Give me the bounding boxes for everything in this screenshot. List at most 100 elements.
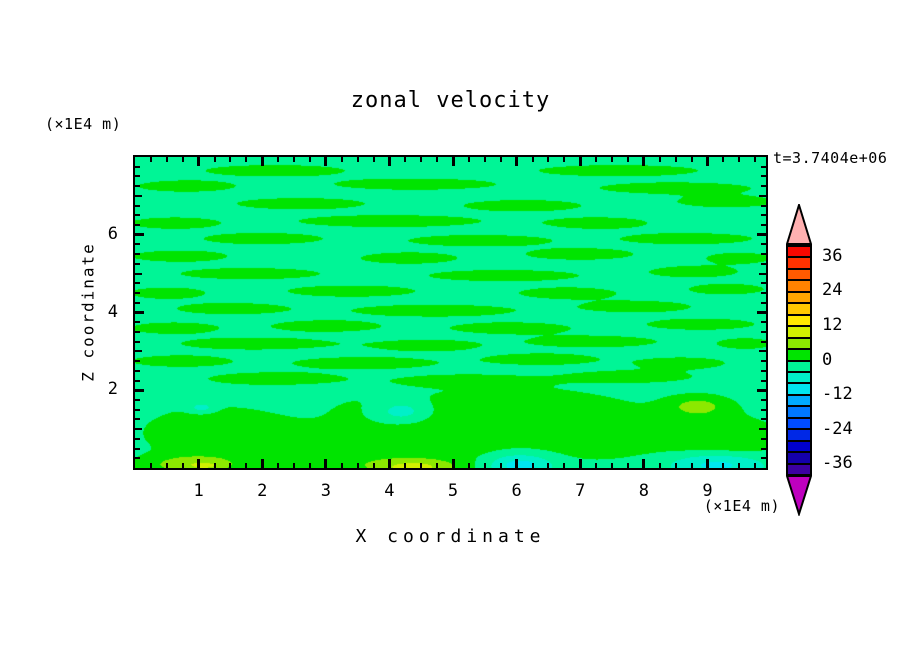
x-axis-minor-tick [149,157,152,162]
x-axis-minor-tick [181,463,184,468]
x-axis-minor-tick [340,157,343,162]
z-axis-minor-tick [135,408,140,411]
x-axis-minor-tick [674,157,677,162]
x-axis-major-tick [387,157,391,166]
x-axis-minor-tick [547,463,550,468]
x-tick-label: 3 [320,481,331,501]
x-axis-major-tick [705,157,709,166]
x-axis-minor-tick [213,157,216,162]
colorbar-segment [788,336,810,349]
z-axis-minor-tick [761,437,766,440]
x-axis-minor-tick [467,463,470,468]
z-tick-label: 4 [107,301,118,322]
x-axis-minor-tick [722,463,725,468]
x-axis-minor-tick [531,463,534,468]
z-axis-major-tick [135,311,144,314]
x-axis-minor-tick [499,463,502,468]
colorbar-segment [788,313,810,326]
z-axis-minor-tick [761,224,766,227]
x-axis-minor-tick [754,463,757,468]
z-axis-minor-tick [761,282,766,285]
z-axis-minor-tick [761,204,766,207]
z-axis-medium-tick [759,194,766,197]
x-axis-minor-tick [436,463,439,468]
x-axis-major-tick [705,459,709,468]
x-axis-minor-tick [277,463,280,468]
x-axis-major-tick [324,157,328,166]
x-axis-minor-tick [245,463,248,468]
x-axis-major-tick [578,459,582,468]
z-axis-minor-tick [135,457,140,460]
z-axis-minor-tick [761,379,766,382]
x-axis-major-tick [515,157,519,166]
x-axis-minor-tick [372,463,375,468]
z-axis-major-tick [135,388,144,392]
z-axis-minor-tick [761,321,766,324]
z-axis-minor-tick [761,408,766,411]
x-axis-minor-tick [563,157,566,162]
colorbar-segment [788,405,810,417]
z-axis-medium-tick [759,350,766,353]
x-axis-minor-tick [658,157,661,162]
x-axis-minor-tick [420,157,423,162]
colorbar-segment [788,370,810,383]
colorbar-segment [788,247,810,257]
z-axis-minor-tick [135,437,140,440]
x-axis-minor-tick [467,157,470,162]
z-axis-minor-tick [135,292,140,295]
x-axis-minor-tick [229,463,232,468]
x-axis-major-tick [260,157,264,166]
colorbar-segment [788,256,810,268]
z-axis-minor-tick [761,253,766,256]
x-tick-label: 8 [638,481,649,501]
x-axis-units-label: (×1E4 m) [703,497,780,515]
z-axis-minor-tick [761,175,766,178]
colorbar-segment [788,462,810,475]
x-axis-major-tick [387,459,391,468]
colorbar-segment [788,290,810,303]
z-axis-minor-tick [761,185,766,188]
x-axis-title: X coordinate [355,526,546,547]
colorbar-label: 12 [822,314,843,335]
x-axis-minor-tick [165,463,168,468]
x-axis-minor-tick [340,463,343,468]
x-axis-minor-tick [404,157,407,162]
x-axis-minor-tick [372,157,375,162]
x-axis-major-tick [324,459,328,468]
x-axis-minor-tick [754,157,757,162]
z-axis-minor-tick [135,185,140,188]
colorbar-segment [788,348,810,360]
x-tick-label: 4 [384,481,395,501]
z-axis-medium-tick [759,428,766,431]
z-tick-label: 2 [107,379,118,400]
x-axis-major-tick [451,459,455,468]
x-axis-major-tick [260,459,264,468]
z-axis-minor-tick [761,165,766,168]
colorbar-segment [788,359,810,371]
x-axis-minor-tick [308,463,311,468]
z-axis-major-tick [135,233,144,237]
x-axis-major-tick [197,157,201,166]
z-axis-minor-tick [135,175,140,178]
z-axis-minor-tick [135,253,140,256]
colorbar-label: -24 [822,418,853,439]
z-axis-minor-tick [761,301,766,304]
colorbar-segment [788,439,810,452]
z-axis-minor-tick [135,321,140,324]
x-tick-label: 1 [193,481,204,501]
z-axis-minor-tick [761,340,766,343]
z-axis-minor-tick [761,330,766,333]
z-axis-minor-tick [135,224,140,227]
z-axis-title: Z coordinate [78,242,98,382]
colorbar-segment [788,416,810,429]
z-axis-minor-tick [135,340,140,343]
contour-field-canvas [135,157,766,468]
x-axis-minor-tick [404,463,407,468]
x-axis-minor-tick [531,157,534,162]
z-axis-minor-tick [135,330,140,333]
colorbar-label: 24 [822,280,843,301]
colorbar-segment [788,267,810,280]
x-axis-minor-tick [420,463,423,468]
colorbar-label: 36 [822,245,843,266]
time-stamp-label: t=3.7404e+06 [773,149,888,167]
